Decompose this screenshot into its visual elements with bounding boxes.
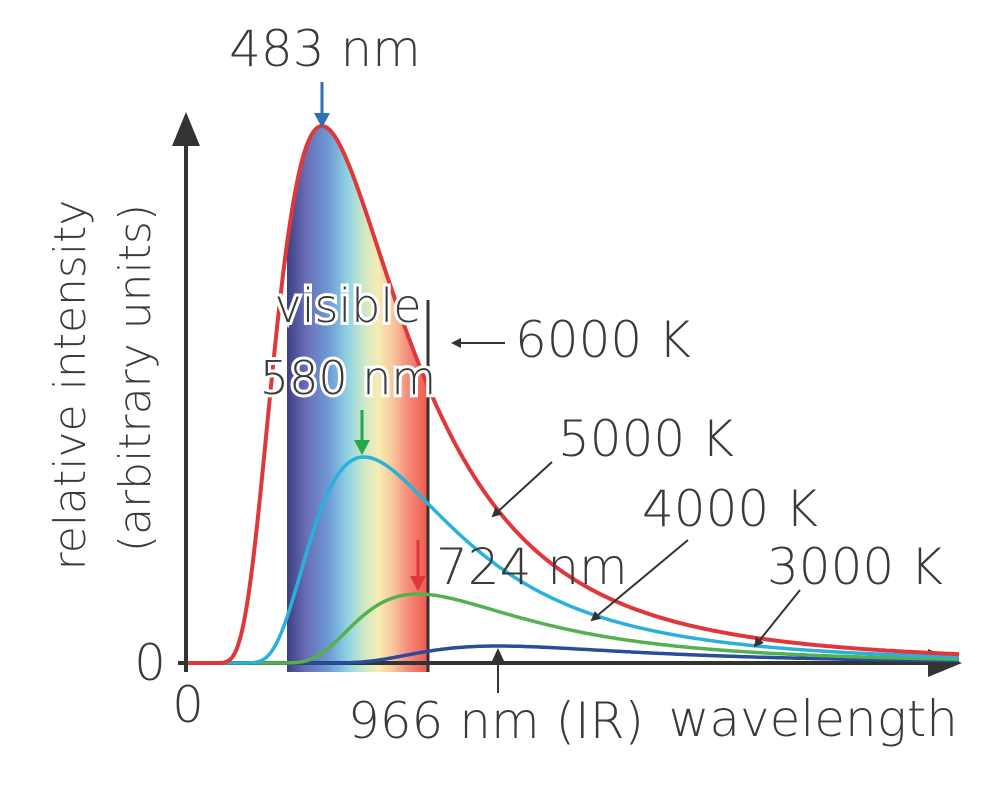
curve-5000k	[210, 455, 959, 665]
pointer-5000k	[491, 461, 553, 518]
x-axis-label: wavelength	[668, 690, 958, 748]
peak-label-5000k: 580 nm	[260, 351, 436, 405]
visible-band-fill	[287, 126, 428, 673]
series-label-pointers	[451, 338, 801, 648]
curve-4000k	[240, 592, 959, 665]
labels: 483 nm visible 580 nm 6000 K 5000 K 4000…	[45, 20, 958, 750]
pointer-3000k	[753, 589, 801, 648]
curve-3000k	[270, 644, 959, 665]
curve-6000k	[188, 124, 960, 665]
peak-markers	[314, 82, 504, 693]
series-label-5000k: 5000 K	[558, 410, 734, 468]
pointer-4000k	[590, 539, 689, 622]
peak-label-3000k: 966 nm (IR)	[348, 692, 644, 750]
x-origin-label: 0	[172, 676, 204, 734]
peak-arrowhead-5000k	[354, 440, 370, 455]
peak-arrowhead-6000k	[314, 113, 330, 128]
y-axis-label-line-1: relative intensity	[45, 200, 96, 571]
y-axis-arrowhead	[172, 112, 200, 146]
peak-arrowhead-4000k	[410, 576, 426, 591]
y-origin-label: 0	[134, 634, 166, 692]
series-label-6000k: 6000 K	[515, 311, 691, 369]
peak-label-4000k: 724 nm	[436, 538, 628, 596]
y-axis-label-line-2: (arbitrary units)	[110, 204, 161, 552]
series-label-4000k: 4000 K	[642, 480, 818, 538]
series-label-3000k: 3000 K	[767, 538, 943, 596]
series-curves	[188, 124, 960, 665]
peak-label-6000k: 483 nm	[229, 20, 421, 78]
visible-label: visible	[274, 279, 421, 333]
visible-band	[287, 126, 430, 673]
peak-arrowhead-3000k	[492, 648, 504, 661]
